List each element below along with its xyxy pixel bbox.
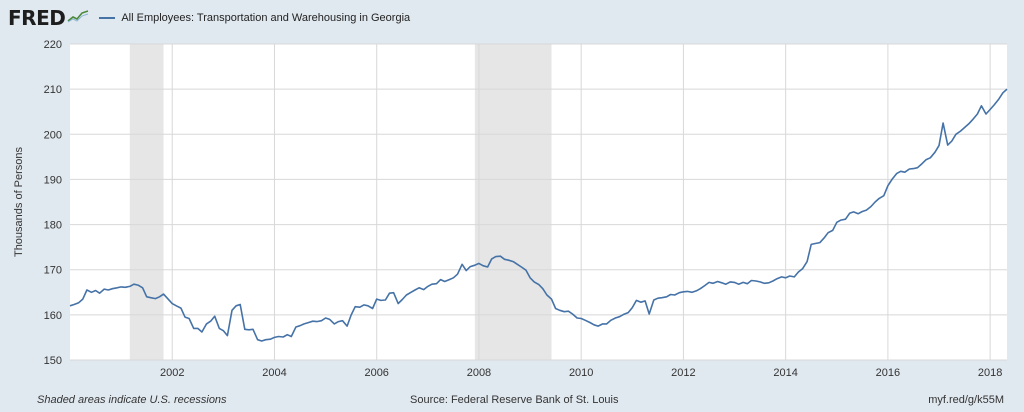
fred-logo[interactable]: FRED	[8, 6, 66, 30]
y-tick-label: 180	[44, 220, 62, 232]
y-axis-ticks: 150 160 170 180 190 200 210 220	[44, 39, 62, 367]
y-tick-label: 190	[44, 174, 62, 186]
recession-note: Shaded areas indicate U.S. recessions	[37, 394, 227, 406]
x-tick-label: 2004	[262, 367, 286, 379]
y-axis-label: Thousands of Persons	[13, 146, 25, 257]
recession-band-2	[474, 44, 552, 360]
x-axis-ticks: 2002 2004 2006 2008 2010 2012 2014 2016 2018	[160, 367, 1002, 379]
line-chart-icon	[67, 8, 90, 28]
series-group	[69, 88, 1008, 342]
grid-lines	[70, 43, 1007, 361]
x-tick-label: 2002	[160, 367, 184, 379]
x-tick-label: 2010	[569, 367, 593, 379]
series-line-1	[69, 88, 1008, 342]
chart-title: All Employees: Transportation and Wareho…	[121, 12, 411, 24]
legend-swatch	[99, 17, 116, 19]
y-tick-label: 160	[44, 310, 62, 322]
y-tick-label: 170	[44, 265, 62, 277]
source-credit: Source: Federal Reserve Bank of St. Loui…	[410, 394, 619, 406]
short-url-link[interactable]: myf.red/g/k55M	[928, 394, 1004, 406]
y-tick-label: 200	[44, 129, 62, 141]
y-tick-label: 210	[44, 84, 62, 96]
y-tick-label: 150	[44, 355, 62, 367]
recession-band-1	[129, 44, 164, 360]
chart-header: FRED All Employees: Transportation and W…	[8, 4, 410, 32]
x-tick-label: 2014	[773, 367, 797, 379]
x-tick-label: 2018	[978, 367, 1002, 379]
recession-bands	[129, 44, 552, 360]
y-tick-label: 220	[44, 39, 62, 51]
chart-footer: Shaded areas indicate U.S. recessions So…	[0, 394, 1024, 410]
x-tick-label: 2008	[467, 367, 491, 379]
x-tick-label: 2012	[671, 367, 695, 379]
x-tick-label: 2016	[876, 367, 900, 379]
x-tick-label: 2006	[364, 367, 388, 379]
